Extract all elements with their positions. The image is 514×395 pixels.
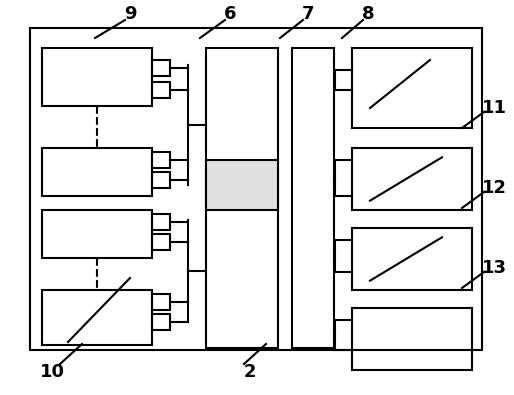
Text: 9: 9 [124,5,136,23]
Text: 11: 11 [482,99,506,117]
Text: 8: 8 [362,5,374,23]
Bar [152,214,170,230]
Bar [30,28,482,350]
Bar [352,228,472,290]
Bar [42,290,152,345]
Bar [152,60,170,76]
Bar [152,152,170,168]
Text: 12: 12 [482,179,506,197]
Text: 6: 6 [224,5,236,23]
Bar [352,148,472,210]
Bar [206,48,278,348]
Bar [152,234,170,250]
Bar [42,148,152,196]
Bar [152,294,170,310]
Text: 13: 13 [482,259,506,277]
Bar [42,210,152,258]
Bar [292,48,334,348]
Text: 7: 7 [302,5,314,23]
Bar [152,82,170,98]
Bar [152,314,170,330]
Bar [42,48,152,106]
Bar [352,308,472,370]
Bar [152,172,170,188]
Text: 10: 10 [40,363,64,381]
Text: 2: 2 [244,363,256,381]
Bar [352,48,472,128]
Bar [206,160,278,210]
